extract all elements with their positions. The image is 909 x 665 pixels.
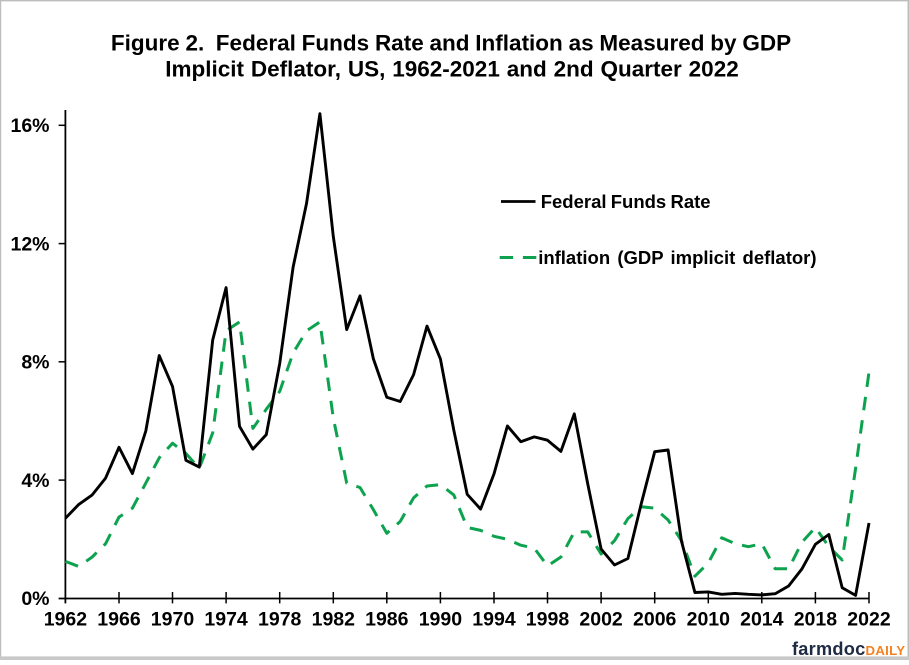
- svg-text:2018: 2018: [794, 609, 838, 631]
- svg-text:16%: 16%: [10, 115, 49, 137]
- svg-text:1982: 1982: [312, 609, 356, 631]
- svg-text:2014: 2014: [740, 609, 784, 631]
- svg-text:1994: 1994: [472, 609, 516, 631]
- svg-text:1998: 1998: [526, 609, 570, 631]
- svg-text:2002: 2002: [579, 609, 623, 631]
- svg-text:1962: 1962: [44, 609, 88, 631]
- svg-text:1970: 1970: [151, 609, 195, 631]
- svg-text:2022: 2022: [847, 609, 891, 631]
- svg-text:Implicit Deflator, US, 1962-20: Implicit Deflator, US, 1962-2021 and 2nd…: [165, 56, 738, 81]
- svg-text:1990: 1990: [419, 609, 463, 631]
- svg-text:1986: 1986: [365, 609, 409, 631]
- svg-text:1966: 1966: [97, 609, 141, 631]
- svg-text:8%: 8%: [21, 352, 49, 374]
- svg-text:12%: 12%: [10, 233, 49, 255]
- svg-text:Federal Funds Rate: Federal Funds Rate: [541, 191, 711, 212]
- svg-text:0%: 0%: [21, 588, 49, 610]
- svg-text:2010: 2010: [687, 609, 731, 631]
- svg-text:Figure 2. Federal Funds Rate: Figure 2. Federal Funds Rate and Inflati…: [111, 31, 791, 56]
- svg-text:1978: 1978: [258, 609, 302, 631]
- svg-text:4%: 4%: [21, 470, 49, 492]
- svg-text:inflation (GDP implicit deflat: inflation (GDP implicit deflator): [538, 247, 816, 268]
- svg-text:2006: 2006: [633, 609, 677, 631]
- svg-text:1974: 1974: [204, 609, 248, 631]
